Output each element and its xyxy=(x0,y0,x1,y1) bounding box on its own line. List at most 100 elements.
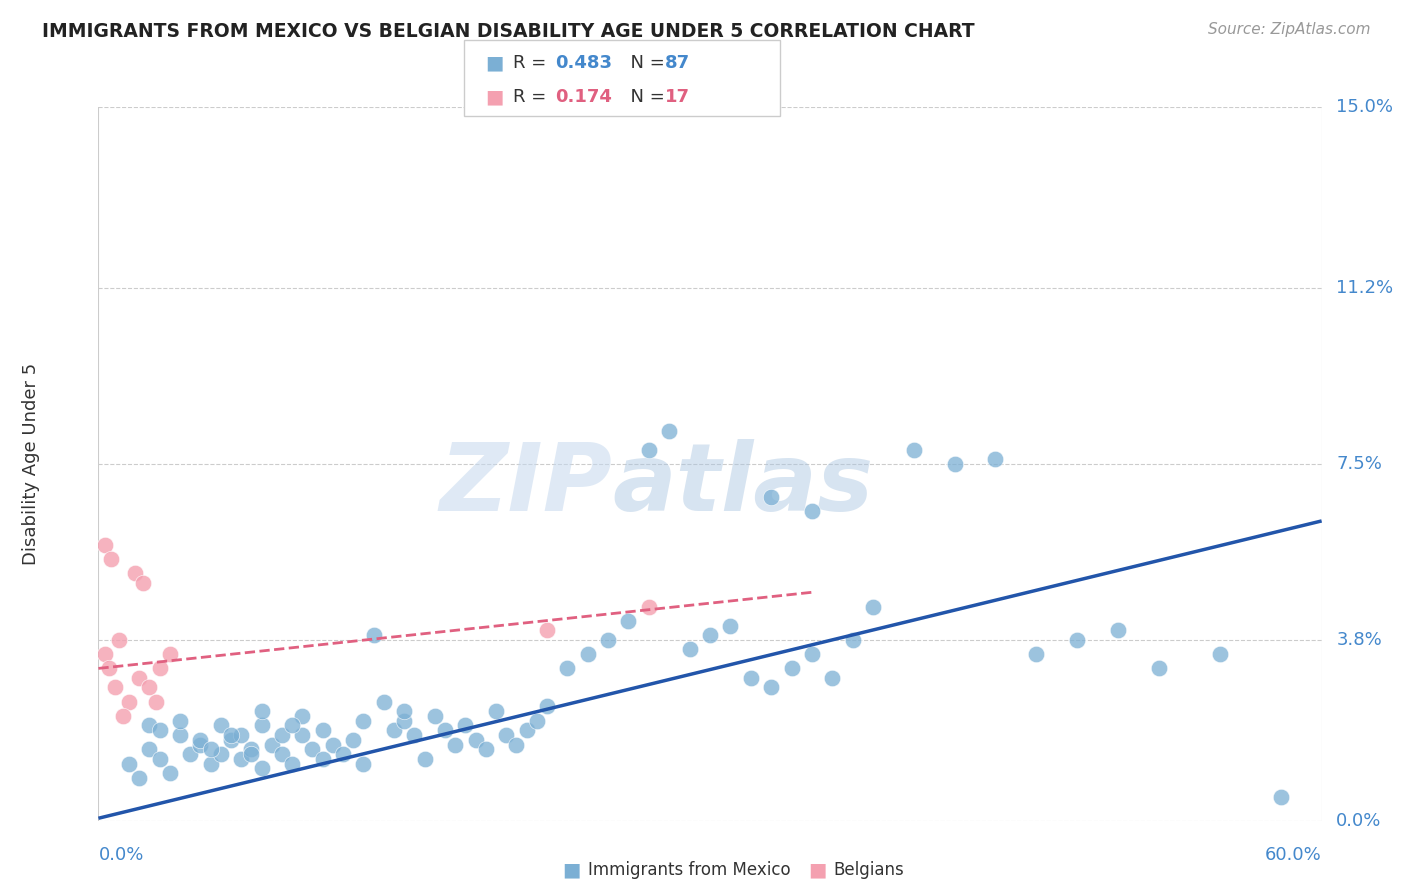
Text: N =: N = xyxy=(619,54,671,72)
Point xyxy=(118,756,141,771)
Point xyxy=(159,647,181,661)
Text: Source: ZipAtlas.com: Source: ZipAtlas.com xyxy=(1208,22,1371,37)
Point xyxy=(759,490,782,504)
Point xyxy=(801,504,824,518)
Point xyxy=(658,424,681,438)
Text: 0.0%: 0.0% xyxy=(1336,812,1382,830)
Point xyxy=(97,661,120,675)
Point xyxy=(250,718,273,732)
Point xyxy=(1270,789,1292,804)
Point xyxy=(363,628,385,642)
Point xyxy=(801,647,824,661)
Point xyxy=(392,714,416,728)
Point xyxy=(250,761,273,775)
Point xyxy=(240,747,263,761)
Point xyxy=(505,738,527,752)
Point xyxy=(138,681,160,695)
Point xyxy=(219,728,242,742)
Point xyxy=(111,709,134,723)
Point xyxy=(179,747,201,761)
Text: ■: ■ xyxy=(485,54,503,73)
Point xyxy=(281,718,304,732)
Point xyxy=(270,728,294,742)
Point xyxy=(149,661,172,675)
Point xyxy=(104,681,127,695)
Point xyxy=(536,699,558,714)
Text: 0.174: 0.174 xyxy=(555,87,612,106)
Point xyxy=(231,752,253,766)
Text: ZIP: ZIP xyxy=(439,439,612,532)
Point xyxy=(291,728,314,742)
Point xyxy=(392,704,416,718)
Point xyxy=(943,457,966,471)
Point xyxy=(555,661,579,675)
Point xyxy=(637,599,661,614)
Point xyxy=(312,723,335,738)
Text: atlas: atlas xyxy=(612,439,873,532)
Point xyxy=(596,632,619,647)
Text: ■: ■ xyxy=(808,860,827,880)
Point xyxy=(862,599,884,614)
Point xyxy=(169,728,191,742)
Point xyxy=(474,742,498,756)
Text: 11.2%: 11.2% xyxy=(1336,279,1393,297)
Point xyxy=(270,747,294,761)
Point xyxy=(759,681,782,695)
Point xyxy=(138,718,160,732)
Point xyxy=(841,632,863,647)
Text: Immigrants from Mexico: Immigrants from Mexico xyxy=(588,861,790,879)
Point xyxy=(240,742,263,756)
Point xyxy=(903,442,925,457)
Point xyxy=(250,704,273,718)
Point xyxy=(617,614,640,628)
Point xyxy=(423,709,446,723)
Point xyxy=(145,695,167,709)
Point xyxy=(93,647,115,661)
Text: ■: ■ xyxy=(562,860,581,880)
Point xyxy=(740,671,762,685)
Text: R =: R = xyxy=(513,54,553,72)
Point xyxy=(637,442,661,457)
Text: 87: 87 xyxy=(665,54,690,72)
Point xyxy=(128,771,150,785)
Text: N =: N = xyxy=(619,87,671,106)
Point xyxy=(352,714,374,728)
Point xyxy=(322,738,344,752)
Point xyxy=(821,671,844,685)
Text: 0.0%: 0.0% xyxy=(98,846,143,863)
Point xyxy=(1147,661,1170,675)
Point xyxy=(342,732,364,747)
Point xyxy=(433,723,456,738)
Point xyxy=(352,756,374,771)
Point xyxy=(780,661,803,675)
Point xyxy=(118,695,141,709)
Point xyxy=(576,647,599,661)
Point xyxy=(679,642,702,657)
Point xyxy=(200,756,222,771)
Point xyxy=(312,752,335,766)
Point xyxy=(188,732,212,747)
Text: 60.0%: 60.0% xyxy=(1265,846,1322,863)
Point xyxy=(404,728,426,742)
Point xyxy=(536,624,558,638)
Text: 3.8%: 3.8% xyxy=(1336,631,1382,648)
Point xyxy=(231,728,253,742)
Text: Disability Age Under 5: Disability Age Under 5 xyxy=(22,363,41,565)
Point xyxy=(301,742,323,756)
Point xyxy=(464,732,486,747)
Point xyxy=(1107,624,1129,638)
Point xyxy=(260,738,283,752)
Point xyxy=(1025,647,1047,661)
Point xyxy=(200,742,222,756)
Point xyxy=(444,738,467,752)
Point xyxy=(485,704,508,718)
Point xyxy=(108,632,131,647)
Point xyxy=(159,766,181,780)
Point xyxy=(281,756,304,771)
Point xyxy=(382,723,405,738)
Point xyxy=(516,723,538,738)
Point xyxy=(984,452,1007,467)
Point xyxy=(291,709,314,723)
Text: IMMIGRANTS FROM MEXICO VS BELGIAN DISABILITY AGE UNDER 5 CORRELATION CHART: IMMIGRANTS FROM MEXICO VS BELGIAN DISABI… xyxy=(42,22,974,41)
Point xyxy=(209,747,232,761)
